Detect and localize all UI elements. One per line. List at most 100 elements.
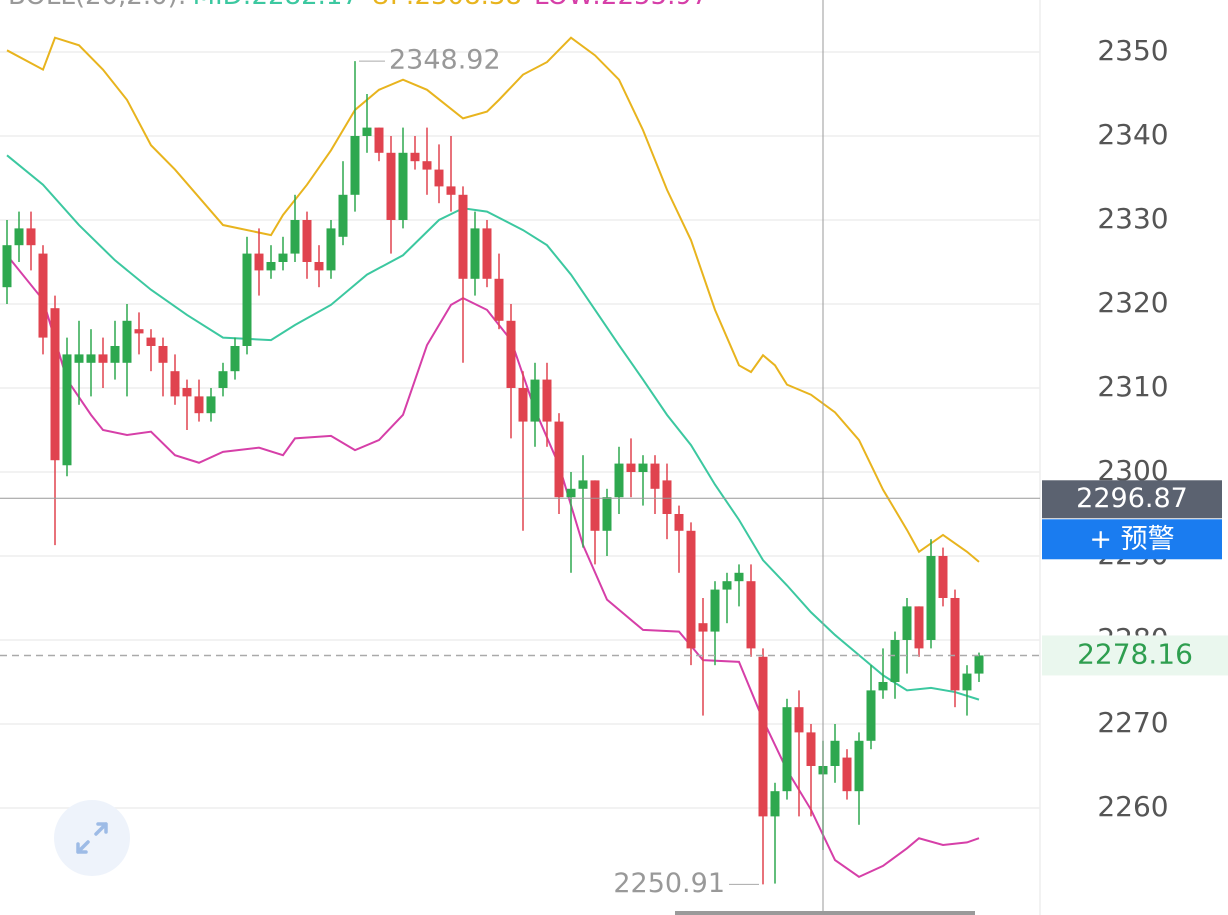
- candle-body: [962, 673, 972, 691]
- grid: 2260227022802290230023102320233023402350: [0, 34, 1169, 823]
- candle-body: [566, 488, 576, 498]
- candle-body: [146, 337, 156, 346]
- indicator-low: LOW:2255.97: [534, 0, 708, 11]
- candle-body: [734, 572, 744, 582]
- candle-body: [890, 639, 900, 682]
- candle-body: [338, 194, 348, 237]
- alert-button-label[interactable]: + 预警: [1089, 524, 1174, 555]
- candle-body: [698, 623, 708, 632]
- indicator-name: BOLL(20,2.0):: [8, 0, 187, 11]
- indicator-up: UP:2308.38: [371, 0, 522, 11]
- crosshair-price-label: 2296.87: [1076, 483, 1188, 514]
- candle-body: [602, 497, 612, 531]
- candle-body: [782, 707, 792, 792]
- candle-body: [206, 396, 216, 414]
- candle-body: [842, 757, 852, 792]
- candle-body: [686, 530, 696, 649]
- candle-body: [794, 707, 804, 733]
- expand-button[interactable]: [54, 800, 130, 876]
- candle-body: [938, 555, 948, 598]
- candle-body: [122, 320, 132, 363]
- candle-body: [434, 169, 444, 187]
- candle-body: [854, 740, 864, 792]
- candle-body: [398, 152, 408, 220]
- candle-body: [278, 253, 288, 262]
- candle-body: [230, 345, 240, 372]
- candle-body: [614, 463, 624, 498]
- candle-body: [2, 245, 12, 288]
- candle-body: [506, 320, 516, 388]
- candle-body: [554, 421, 564, 498]
- boll-lines: [6, 36, 980, 879]
- candle-body: [902, 606, 912, 640]
- candle-body: [314, 261, 324, 271]
- y-tick-label: 2310: [1097, 370, 1168, 403]
- indicator-legend: BOLL(20,2.0): MID:2282.17 UP:2308.38 LOW:22…: [8, 0, 708, 11]
- candle-body: [518, 387, 528, 422]
- candle-body: [74, 354, 84, 363]
- candle-body: [482, 228, 492, 279]
- y-tick-label: 2330: [1097, 202, 1168, 235]
- candle-body: [254, 253, 264, 271]
- alert-button[interactable]: + 预警: [1042, 519, 1222, 560]
- candle-body: [182, 387, 192, 397]
- candles: [2, 61, 984, 885]
- candle-body: [158, 345, 168, 363]
- candle-body: [218, 371, 228, 388]
- candle-body: [542, 379, 552, 422]
- y-tick-label: 2270: [1097, 706, 1168, 739]
- candle-body: [530, 379, 540, 422]
- candle-body: [14, 228, 24, 246]
- candle-body: [830, 740, 840, 766]
- candle-body: [374, 127, 384, 153]
- candle-body: [650, 463, 660, 489]
- candle-body: [290, 219, 300, 254]
- scrollbar: [675, 911, 975, 915]
- candle-body: [578, 480, 588, 489]
- expand-icon[interactable]: [76, 822, 108, 854]
- candle-body: [38, 253, 48, 338]
- candle-body: [386, 152, 396, 220]
- candle-body: [626, 463, 636, 472]
- candle-body: [302, 219, 312, 262]
- candle-body: [866, 690, 876, 741]
- candle-body: [350, 135, 360, 195]
- candle-body: [362, 127, 372, 136]
- candle-body: [662, 480, 672, 514]
- y-tick-label: 2350: [1097, 34, 1168, 67]
- candle-body: [926, 555, 936, 640]
- candle-body: [446, 186, 456, 195]
- candle-body: [170, 371, 180, 397]
- high-label: 2348.92: [389, 45, 501, 76]
- candle-body: [50, 308, 60, 461]
- candle-body: [98, 354, 108, 363]
- candle-body: [62, 354, 72, 466]
- candle-body: [710, 589, 720, 632]
- candle-body: [914, 606, 924, 649]
- candle-body: [758, 656, 768, 817]
- candle-body: [26, 228, 36, 246]
- expand-bg[interactable]: [54, 800, 130, 876]
- candle-body: [422, 161, 432, 170]
- boll-line: [6, 154, 980, 701]
- candle-body: [950, 597, 960, 691]
- candle-body: [974, 655, 984, 674]
- y-tick-label: 2260: [1097, 790, 1168, 823]
- candle-body: [266, 261, 276, 271]
- candle-body: [134, 329, 144, 334]
- candle-body: [86, 354, 96, 363]
- candle-body: [722, 581, 732, 590]
- candle-body: [590, 480, 600, 531]
- candle-body: [638, 463, 648, 472]
- candle-body: [674, 513, 684, 531]
- candle-body: [494, 278, 504, 321]
- candle-body: [194, 396, 204, 414]
- candle-body: [770, 791, 780, 817]
- boll-line: [6, 36, 980, 563]
- alert-button-bg[interactable]: [1042, 519, 1222, 560]
- candle-body: [326, 228, 336, 271]
- candle-body: [746, 581, 756, 649]
- y-tick-label: 2320: [1097, 286, 1168, 319]
